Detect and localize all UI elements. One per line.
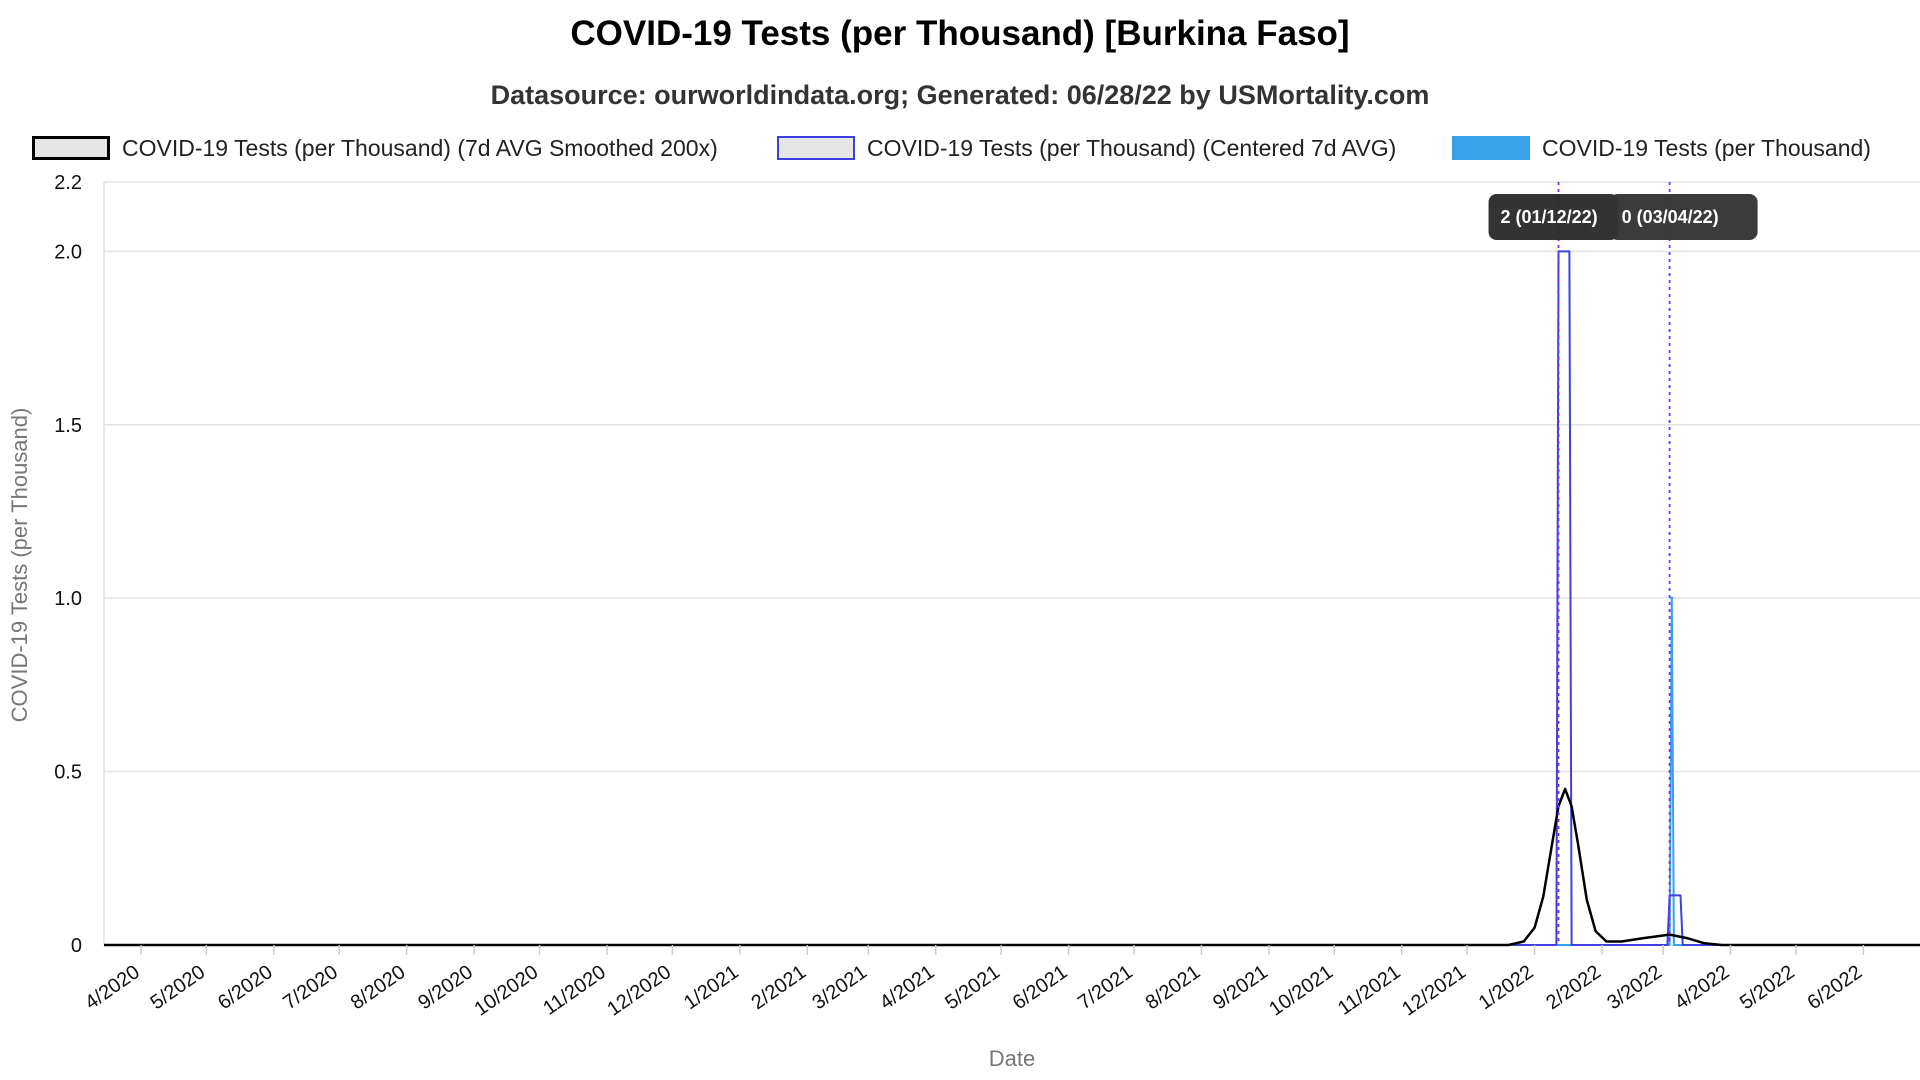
x-tick-label: 4/2020 — [81, 961, 144, 1014]
x-tick-label: 5/2021 — [941, 961, 1004, 1014]
y-tick-label: 1.0 — [54, 588, 82, 610]
series-layer — [104, 250, 1920, 947]
x-tick-label: 9/2021 — [1209, 961, 1272, 1014]
x-tick-label: 12/2021 — [1398, 961, 1470, 1020]
raw-data-point — [1670, 596, 1674, 600]
x-tick-label: 11/2020 — [539, 961, 610, 1020]
x-tick-label: 6/2021 — [1009, 961, 1072, 1014]
y-axis-ticks: 0 0.5 1.0 1.5 2.0 2.2 — [54, 172, 82, 957]
x-tick-label: 11/2021 — [1334, 961, 1405, 1020]
x-tick-label: 5/2020 — [146, 961, 209, 1014]
series-line-0 — [104, 787, 1920, 947]
y-axis-title: COVID-19 Tests (per Thousand) — [7, 408, 32, 723]
x-axis-title: Date — [989, 1046, 1035, 1071]
tooltip-box-1 — [1609, 194, 1758, 240]
y-tick-label: 2.2 — [54, 172, 82, 194]
x-tick-label: 2/2021 — [747, 961, 810, 1014]
x-tick-label: 3/2021 — [808, 961, 871, 1014]
y-tick-label: 0 — [71, 935, 82, 957]
x-tick-label: 7/2020 — [279, 961, 342, 1014]
x-tick-label: 9/2020 — [414, 961, 477, 1014]
legend-item-raw[interactable]: COVID-19 Tests (per Thousand) — [1452, 128, 1871, 168]
x-tick-label: 2/2022 — [1542, 961, 1605, 1014]
legend-swatch-centered — [777, 136, 855, 160]
x-tick-label: 8/2021 — [1142, 961, 1205, 1014]
legend-item-centered[interactable]: COVID-19 Tests (per Thousand) (Centered … — [777, 128, 1396, 168]
x-tick-label: 4/2021 — [876, 961, 939, 1014]
grid-lines — [103, 181, 1920, 946]
tooltip-box-0 — [1488, 194, 1619, 240]
tooltip-text-0: 2 (01/12/22) — [1501, 207, 1598, 227]
x-tick-label: 6/2020 — [214, 961, 277, 1014]
y-tick-label: 2.0 — [54, 241, 82, 263]
x-tick-label: 1/2021 — [680, 961, 743, 1014]
x-tick-label: 1/2022 — [1475, 961, 1538, 1014]
legend: COVID-19 Tests (per Thousand) (7d AVG Sm… — [0, 128, 1920, 168]
legend-item-smoothed[interactable]: COVID-19 Tests (per Thousand) (7d AVG Sm… — [32, 128, 718, 168]
x-tick-label: 3/2022 — [1603, 961, 1666, 1014]
y-tick-label: 0.5 — [54, 762, 82, 784]
x-tick-label: 12/2020 — [603, 961, 675, 1020]
marker-lines — [1557, 182, 1671, 945]
x-tick-label: 8/2020 — [347, 961, 410, 1014]
chart-subtitle: Datasource: ourworldindata.org; Generate… — [490, 80, 1430, 110]
legend-label-centered: COVID-19 Tests (per Thousand) (Centered … — [867, 134, 1397, 161]
legend-swatch-raw — [1452, 136, 1530, 160]
chart-title: COVID-19 Tests (per Thousand) [Burkina F… — [570, 14, 1350, 53]
legend-label-raw: COVID-19 Tests (per Thousand) — [1542, 134, 1871, 161]
series-line-1 — [104, 250, 1920, 946]
tooltip-text-1: 0 (03/04/22) — [1622, 207, 1719, 227]
x-tick-label: 10/2021 — [1265, 961, 1337, 1020]
x-tick-label: 4/2022 — [1671, 961, 1734, 1014]
x-tick-label: 5/2022 — [1736, 961, 1799, 1014]
x-axis-ticks: 4/2020 5/2020 6/2020 7/2020 8/2020 9/202010/2… — [81, 945, 1866, 1021]
x-tick-label: 10/2020 — [471, 961, 543, 1020]
x-tick-label: 6/2022 — [1804, 961, 1867, 1014]
y-tick-label: 1.5 — [54, 415, 82, 437]
x-tick-label: 7/2021 — [1074, 961, 1137, 1014]
legend-label-smoothed: COVID-19 Tests (per Thousand) (7d AVG Sm… — [122, 134, 718, 161]
tooltip-layer: 2 (01/12/22) 0 (03/04/22) — [1488, 194, 1758, 240]
legend-swatch-smoothed — [32, 136, 110, 160]
